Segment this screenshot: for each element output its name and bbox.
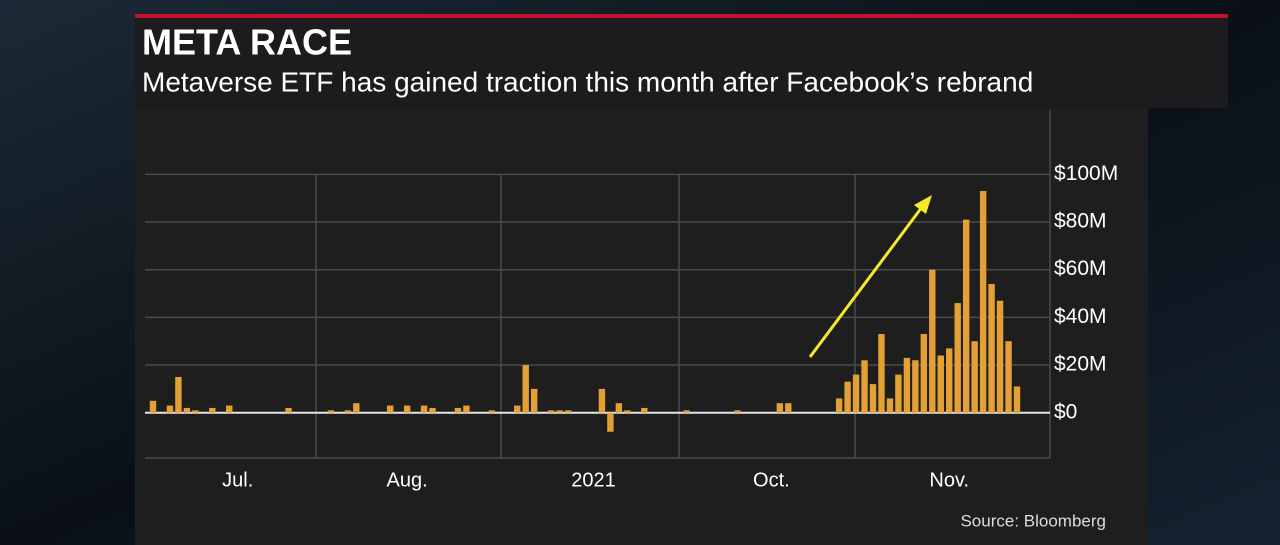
bar (192, 410, 199, 413)
bar (530, 388, 538, 413)
bar (683, 410, 690, 413)
bar (488, 410, 496, 413)
chart-title: META RACE (142, 22, 352, 63)
plot: $0 $20M $40M $60M $80M $100M Jul. Aug. 2021 Oct. N… (145, 162, 1118, 491)
chart-subtitle: Metaverse ETF has gained traction this m… (142, 66, 1033, 97)
bar (844, 381, 851, 413)
bar (183, 407, 191, 413)
bar (166, 405, 174, 413)
bar (556, 410, 563, 413)
bar (895, 374, 902, 413)
bar (785, 403, 792, 413)
bar (852, 374, 860, 413)
bar (149, 400, 157, 413)
x-tick-label: 2021 (571, 469, 616, 491)
bar (522, 365, 529, 413)
bar (429, 407, 436, 413)
bar (344, 410, 352, 413)
bar (226, 405, 233, 413)
header-panel (135, 15, 1228, 108)
bar (937, 355, 944, 413)
bar (946, 348, 953, 413)
bar (920, 334, 928, 413)
bar (175, 376, 182, 413)
bar (869, 384, 877, 413)
bar (624, 410, 631, 413)
bar (1005, 341, 1012, 413)
y-tick-label: $0 (1054, 400, 1077, 423)
bar (353, 403, 360, 413)
bar (420, 405, 428, 413)
bar (971, 341, 978, 413)
bar (835, 398, 843, 413)
x-tick-label: Oct. (753, 469, 790, 491)
y-tick-label: $80M (1054, 210, 1107, 233)
trend-arrow (808, 206, 924, 358)
bar (954, 303, 961, 413)
bar (598, 388, 606, 413)
bar (996, 300, 1004, 413)
x-tick-label: Nov. (929, 469, 969, 491)
bar (886, 398, 894, 413)
bar (514, 405, 521, 413)
trend-arrow-head (914, 195, 932, 214)
bar (641, 407, 648, 413)
bar (734, 410, 741, 413)
source-note: Source: Bloomberg (960, 511, 1106, 530)
bar (607, 412, 614, 432)
bar (903, 357, 911, 413)
header-rule (135, 14, 1228, 18)
bar (878, 334, 885, 413)
bar (962, 219, 970, 413)
bar (929, 269, 936, 413)
bar (988, 284, 995, 413)
chart-panel (135, 108, 1148, 545)
bar (564, 410, 572, 413)
bar (285, 407, 292, 413)
bar (403, 405, 411, 413)
bar (1013, 386, 1021, 413)
bar (386, 405, 394, 413)
y-tick-label: $40M (1054, 305, 1107, 328)
x-tick-label: Jul. (222, 469, 253, 491)
bar (327, 410, 335, 413)
bar (861, 360, 868, 413)
bar (209, 407, 216, 413)
bar (912, 360, 919, 413)
y-tick-label: $60M (1054, 257, 1107, 280)
bar (979, 191, 987, 413)
bar (615, 403, 623, 413)
bar (463, 405, 470, 413)
bar (547, 410, 555, 413)
x-tick-label: Aug. (387, 469, 428, 491)
bar (454, 407, 462, 413)
bar (776, 403, 784, 413)
y-tick-label: $100M (1054, 162, 1118, 185)
y-tick-label: $20M (1054, 353, 1107, 376)
